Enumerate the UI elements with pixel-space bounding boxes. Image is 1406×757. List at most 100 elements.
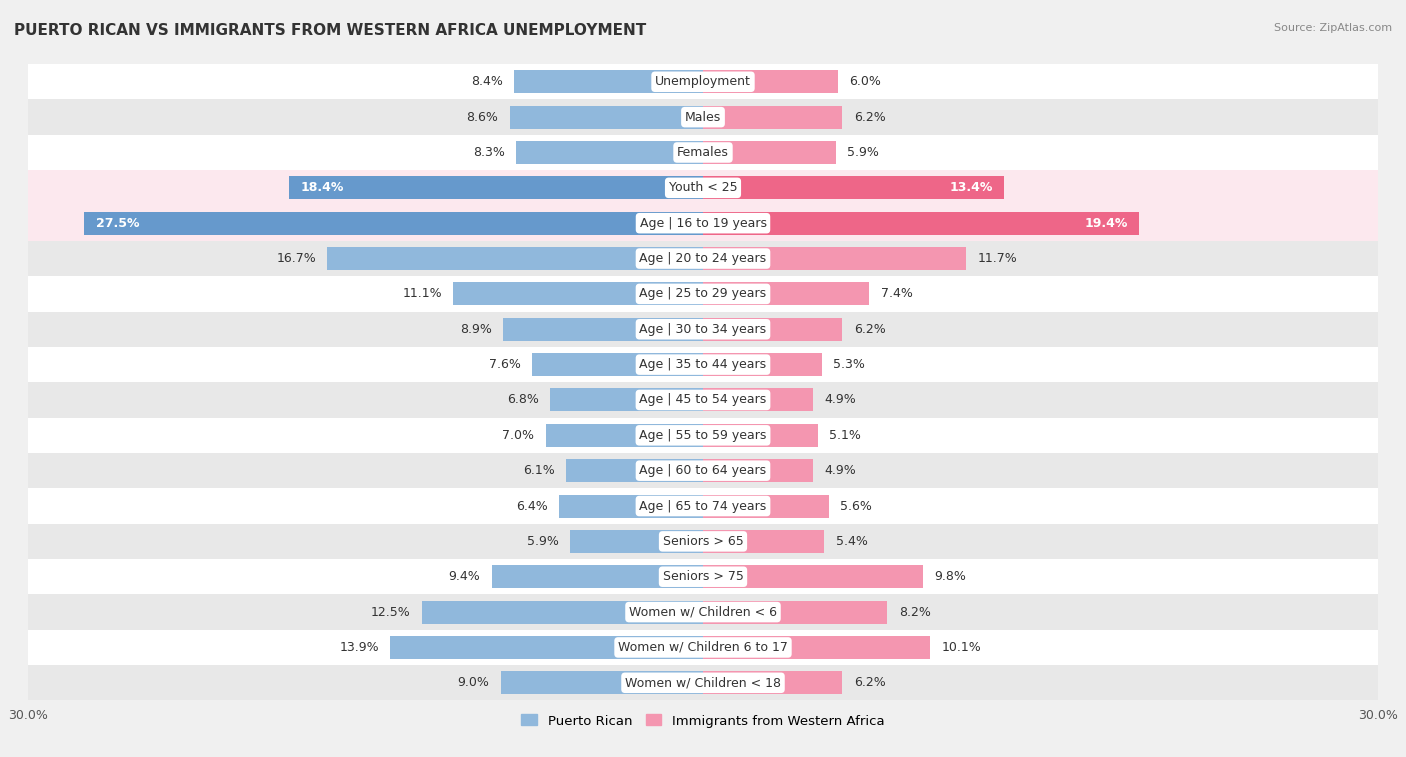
Text: 6.2%: 6.2% bbox=[853, 676, 886, 690]
Bar bbox=[550, 388, 703, 412]
Text: 10.1%: 10.1% bbox=[942, 641, 981, 654]
Text: Age | 65 to 74 years: Age | 65 to 74 years bbox=[640, 500, 766, 512]
Bar bbox=[422, 600, 703, 624]
Text: PUERTO RICAN VS IMMIGRANTS FROM WESTERN AFRICA UNEMPLOYMENT: PUERTO RICAN VS IMMIGRANTS FROM WESTERN … bbox=[14, 23, 647, 38]
Text: Youth < 25: Youth < 25 bbox=[669, 182, 737, 195]
Text: Seniors > 65: Seniors > 65 bbox=[662, 535, 744, 548]
Bar bbox=[28, 205, 1378, 241]
Text: 8.9%: 8.9% bbox=[460, 322, 492, 336]
Text: 7.4%: 7.4% bbox=[880, 288, 912, 301]
Bar bbox=[28, 453, 1378, 488]
Bar bbox=[703, 636, 931, 659]
Bar bbox=[703, 565, 924, 588]
Text: 16.7%: 16.7% bbox=[277, 252, 316, 265]
Text: 6.2%: 6.2% bbox=[853, 111, 886, 123]
Text: 13.4%: 13.4% bbox=[950, 182, 993, 195]
Text: 6.1%: 6.1% bbox=[523, 464, 554, 477]
Bar bbox=[28, 99, 1378, 135]
Bar bbox=[515, 70, 703, 93]
Text: 11.7%: 11.7% bbox=[977, 252, 1017, 265]
Text: Age | 55 to 59 years: Age | 55 to 59 years bbox=[640, 428, 766, 442]
Bar bbox=[453, 282, 703, 305]
Bar bbox=[28, 170, 1378, 205]
Bar bbox=[703, 671, 842, 694]
Bar bbox=[565, 459, 703, 482]
Text: Females: Females bbox=[678, 146, 728, 159]
Text: 12.5%: 12.5% bbox=[371, 606, 411, 618]
Bar bbox=[28, 347, 1378, 382]
Bar bbox=[28, 382, 1378, 418]
Bar bbox=[703, 600, 887, 624]
Bar bbox=[28, 559, 1378, 594]
Text: 7.0%: 7.0% bbox=[502, 428, 534, 442]
Text: Age | 20 to 24 years: Age | 20 to 24 years bbox=[640, 252, 766, 265]
Text: Women w/ Children 6 to 17: Women w/ Children 6 to 17 bbox=[619, 641, 787, 654]
Bar bbox=[703, 70, 838, 93]
Bar bbox=[28, 524, 1378, 559]
Bar bbox=[703, 494, 830, 518]
Bar bbox=[703, 141, 835, 164]
Bar bbox=[703, 212, 1139, 235]
Bar bbox=[28, 488, 1378, 524]
Bar bbox=[703, 106, 842, 129]
Text: 19.4%: 19.4% bbox=[1085, 217, 1128, 229]
Bar bbox=[84, 212, 703, 235]
Bar bbox=[501, 671, 703, 694]
Bar bbox=[546, 424, 703, 447]
Text: 5.4%: 5.4% bbox=[835, 535, 868, 548]
Bar bbox=[28, 418, 1378, 453]
Bar bbox=[703, 176, 1004, 199]
Bar bbox=[703, 459, 813, 482]
Text: 13.9%: 13.9% bbox=[339, 641, 380, 654]
Bar bbox=[509, 106, 703, 129]
Text: 5.3%: 5.3% bbox=[834, 358, 865, 371]
Bar bbox=[703, 530, 824, 553]
Text: 6.8%: 6.8% bbox=[508, 394, 538, 407]
Text: 5.6%: 5.6% bbox=[841, 500, 872, 512]
Text: Women w/ Children < 6: Women w/ Children < 6 bbox=[628, 606, 778, 618]
Bar bbox=[516, 141, 703, 164]
Text: 27.5%: 27.5% bbox=[96, 217, 139, 229]
Text: Age | 16 to 19 years: Age | 16 to 19 years bbox=[640, 217, 766, 229]
Legend: Puerto Rican, Immigrants from Western Africa: Puerto Rican, Immigrants from Western Af… bbox=[516, 709, 890, 733]
Text: Age | 30 to 34 years: Age | 30 to 34 years bbox=[640, 322, 766, 336]
Bar bbox=[328, 247, 703, 270]
Text: 8.6%: 8.6% bbox=[467, 111, 498, 123]
Bar bbox=[703, 424, 818, 447]
Text: 4.9%: 4.9% bbox=[824, 394, 856, 407]
Bar bbox=[391, 636, 703, 659]
Text: 6.4%: 6.4% bbox=[516, 500, 548, 512]
Text: 7.6%: 7.6% bbox=[489, 358, 520, 371]
Bar bbox=[28, 135, 1378, 170]
Text: Age | 45 to 54 years: Age | 45 to 54 years bbox=[640, 394, 766, 407]
Text: 8.4%: 8.4% bbox=[471, 75, 503, 89]
Bar bbox=[290, 176, 703, 199]
Bar bbox=[28, 64, 1378, 99]
Text: 8.2%: 8.2% bbox=[898, 606, 931, 618]
Text: Seniors > 75: Seniors > 75 bbox=[662, 570, 744, 583]
Bar bbox=[28, 594, 1378, 630]
Text: 6.0%: 6.0% bbox=[849, 75, 882, 89]
Text: 9.0%: 9.0% bbox=[457, 676, 489, 690]
Text: Males: Males bbox=[685, 111, 721, 123]
Text: 5.9%: 5.9% bbox=[846, 146, 879, 159]
Bar bbox=[571, 530, 703, 553]
Bar bbox=[503, 318, 703, 341]
Text: Age | 60 to 64 years: Age | 60 to 64 years bbox=[640, 464, 766, 477]
Text: 9.4%: 9.4% bbox=[449, 570, 481, 583]
Bar bbox=[703, 247, 966, 270]
Bar bbox=[28, 241, 1378, 276]
Bar bbox=[703, 353, 823, 376]
Bar bbox=[28, 630, 1378, 665]
Text: Source: ZipAtlas.com: Source: ZipAtlas.com bbox=[1274, 23, 1392, 33]
Text: 8.3%: 8.3% bbox=[474, 146, 505, 159]
Bar bbox=[531, 353, 703, 376]
Bar bbox=[703, 388, 813, 412]
Text: Women w/ Children < 18: Women w/ Children < 18 bbox=[626, 676, 780, 690]
Text: 4.9%: 4.9% bbox=[824, 464, 856, 477]
Bar bbox=[28, 276, 1378, 312]
Text: 5.1%: 5.1% bbox=[830, 428, 860, 442]
Text: 6.2%: 6.2% bbox=[853, 322, 886, 336]
Bar bbox=[703, 318, 842, 341]
Text: 9.8%: 9.8% bbox=[935, 570, 966, 583]
